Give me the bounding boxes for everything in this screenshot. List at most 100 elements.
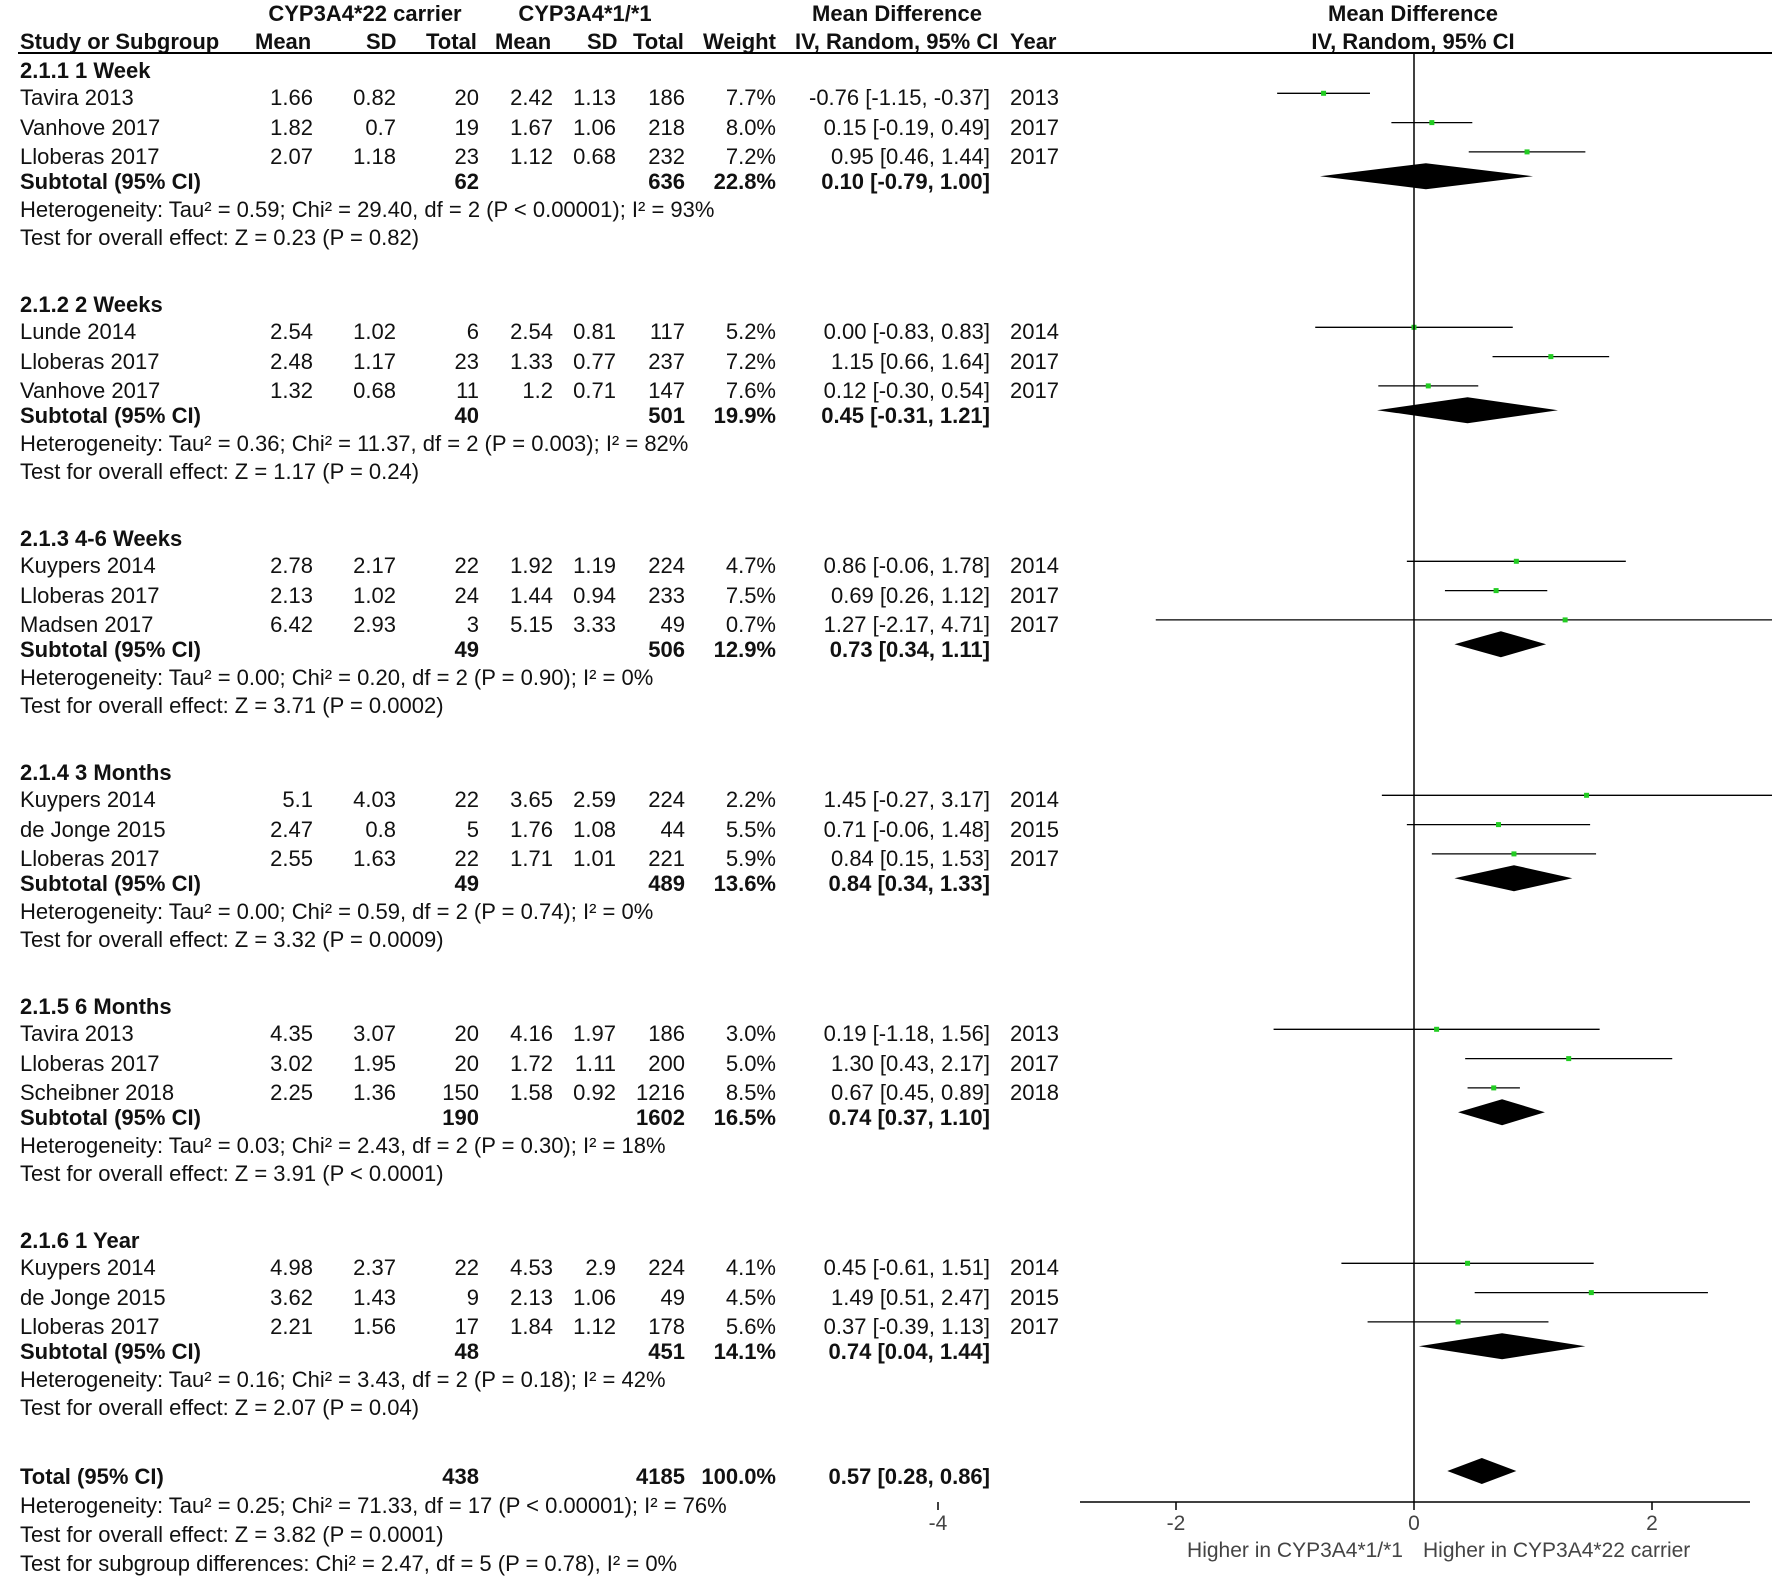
- mean-difference-ci: 0.67 [0.45, 0.89]: [830, 1079, 990, 1105]
- mean-difference-ci: 0.12 [-0.30, 0.54]: [823, 377, 990, 403]
- carrier-mean: 2.54: [270, 319, 313, 345]
- study-name: Tavira 2013: [20, 85, 134, 111]
- total-ci: 0.57 [0.28, 0.86]: [828, 1464, 990, 1489]
- year: 2014: [1010, 787, 1059, 813]
- carrier-total: 22: [454, 553, 479, 579]
- wildtype-sd: 2.9: [585, 1255, 616, 1281]
- subtotal-wildtype-total: 506: [648, 637, 685, 663]
- carrier-sd: 0.82: [353, 85, 396, 111]
- point-estimate: [1425, 383, 1431, 389]
- wildtype-total: 221: [648, 845, 685, 871]
- total-diamond: [1447, 1458, 1517, 1484]
- subtotal-weight: 14.1%: [713, 1339, 776, 1365]
- subtotal-ci: 0.73 [0.34, 1.11]: [829, 637, 990, 663]
- x-label-right: Higher in CYP3A4*22 carrier: [1423, 1539, 1690, 1562]
- total-label: Total (95% CI): [20, 1464, 164, 1489]
- subtotal-ci: 0.74 [0.04, 1.44]: [828, 1339, 990, 1365]
- carrier-mean: 2.21: [270, 1313, 313, 1339]
- header-md-method: IV, Random, 95% CI: [795, 29, 999, 54]
- study-name: Kuypers 2014: [20, 553, 156, 579]
- wildtype-total: 224: [648, 787, 685, 813]
- overall-effect-text: Test for overall effect: Z = 3.32 (P = 0…: [20, 927, 444, 953]
- carrier-mean: 3.62: [270, 1284, 313, 1310]
- subtotal-label: Subtotal (95% CI): [20, 403, 201, 429]
- wildtype-sd: 1.11: [574, 1050, 616, 1076]
- wildtype-sd: 1.01: [573, 845, 616, 871]
- weight: 5.0%: [725, 1050, 776, 1076]
- subgroup-title: 2.1.2 2 Weeks: [20, 292, 163, 317]
- x-tick-label: -4: [929, 1512, 948, 1535]
- wildtype-sd: 0.77: [573, 348, 616, 374]
- year: 2017: [1010, 143, 1059, 169]
- point-estimate: [1524, 149, 1530, 155]
- study-ci-mark: [1378, 383, 1479, 389]
- subtotal-diamond: [1454, 631, 1547, 658]
- subtotal-carrier-total: 49: [454, 871, 479, 897]
- overall-effect-text: Test for overall effect: Z = 1.17 (P = 0…: [20, 459, 420, 485]
- x-tick-label: 2: [1646, 1512, 1658, 1535]
- study-ci-mark: [1465, 1056, 1673, 1062]
- carrier-mean: 5.1: [282, 787, 313, 813]
- subtotal-ci: 0.10 [-0.79, 1.00]: [821, 169, 990, 195]
- header-mean-difference: Mean Difference: [812, 1, 982, 26]
- year: 2015: [1010, 1284, 1059, 1310]
- study-name: Kuypers 2014: [20, 1255, 156, 1281]
- wildtype-total: 147: [648, 377, 685, 403]
- subtotal-diamond: [1458, 1099, 1545, 1126]
- wildtype-sd: 0.68: [573, 143, 616, 169]
- weight: 5.6%: [725, 1313, 776, 1339]
- overall-effect-text: Test for overall effect: Z = 2.07 (P = 0…: [20, 1395, 420, 1421]
- study-name: Vanhove 2017: [20, 114, 161, 140]
- x-tick-label: -2: [1167, 1512, 1186, 1535]
- subgroup-title: 2.1.5 6 Months: [20, 994, 172, 1019]
- weight: 3.0%: [725, 1021, 776, 1047]
- wildtype-mean: 1.84: [510, 1313, 553, 1339]
- mean-difference-ci: 1.15 [0.66, 1.64]: [830, 348, 990, 374]
- x-tick-label: 0: [1408, 1512, 1420, 1535]
- header-study: Study or Subgroup: [20, 29, 220, 54]
- total-wildtype: 4185: [636, 1464, 685, 1489]
- wildtype-mean: 1.67: [510, 114, 553, 140]
- wildtype-mean: 1.44: [510, 582, 553, 608]
- carrier-mean: 6.42: [270, 611, 313, 637]
- mean-difference-ci: 0.37 [-0.39, 1.13]: [823, 1313, 990, 1339]
- carrier-total: 11: [456, 377, 479, 403]
- wildtype-sd: 1.19: [573, 553, 616, 579]
- weight: 5.9%: [725, 845, 776, 871]
- point-estimate: [1588, 1290, 1594, 1296]
- subtotal-weight: 19.9%: [713, 403, 776, 429]
- subtotal-wildtype-total: 489: [648, 871, 685, 897]
- carrier-total: 150: [442, 1079, 479, 1105]
- year: 2013: [1010, 85, 1059, 111]
- study-ci-mark: [1431, 851, 1597, 857]
- heterogeneity-text: Heterogeneity: Tau² = 0.16; Chi² = 3.43,…: [20, 1367, 666, 1393]
- carrier-sd: 1.17: [353, 348, 396, 374]
- wildtype-mean: 1.12: [510, 143, 553, 169]
- weight: 7.2%: [725, 143, 776, 169]
- carrier-total: 6: [466, 319, 479, 345]
- carrier-mean: 2.13: [270, 582, 313, 608]
- point-estimate: [1455, 1319, 1461, 1325]
- year: 2017: [1010, 377, 1059, 403]
- header-plot-md-method: IV, Random, 95% CI: [1311, 29, 1515, 54]
- total-overall-effect: Test for overall effect: Z = 3.82 (P = 0…: [20, 1522, 444, 1547]
- carrier-sd: 1.63: [353, 845, 396, 871]
- carrier-sd: 1.18: [353, 143, 396, 169]
- mean-difference-ci: 0.95 [0.46, 1.44]: [830, 143, 990, 169]
- carrier-mean: 1.32: [270, 377, 313, 403]
- year: 2017: [1010, 845, 1059, 871]
- wildtype-sd: 0.81: [573, 319, 616, 345]
- study-name: Vanhove 2017: [20, 377, 161, 403]
- subtotal-weight: 22.8%: [713, 169, 776, 195]
- year: 2017: [1010, 1313, 1059, 1339]
- wildtype-total: 117: [649, 319, 685, 345]
- header-weight: Weight: [703, 29, 776, 54]
- weight: 2.2%: [725, 787, 776, 813]
- wildtype-total: 200: [648, 1050, 685, 1076]
- study-name: Lloberas 2017: [20, 845, 160, 871]
- wildtype-total: 186: [648, 1021, 685, 1047]
- year: 2014: [1010, 553, 1059, 579]
- subgroup-title: 2.1.3 4-6 Weeks: [20, 526, 183, 551]
- wildtype-mean: 1.58: [510, 1079, 553, 1105]
